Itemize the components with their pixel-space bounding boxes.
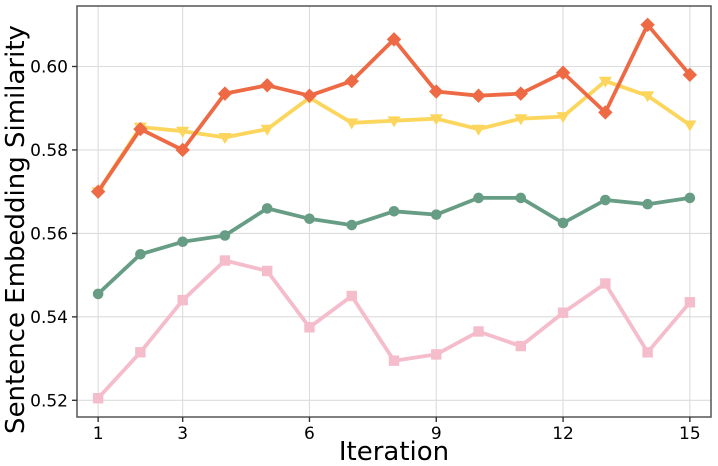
- x-tick-label: 6: [304, 424, 315, 444]
- pink-square-series-marker: [473, 326, 484, 337]
- orange-diamond-series-marker: [217, 86, 233, 101]
- pink-square-series-marker: [642, 347, 653, 358]
- orange-diamond-series-marker: [260, 78, 275, 93]
- green-circle-series-marker: [261, 203, 273, 214]
- y-tick-label: 0.56: [30, 224, 68, 244]
- orange-diamond-series-marker: [598, 105, 613, 120]
- x-tick-label: 12: [552, 424, 574, 444]
- pink-square-series-marker: [684, 297, 696, 308]
- green-circle-series-marker: [473, 192, 484, 204]
- green-circle-series-marker: [642, 198, 653, 210]
- orange-diamond-series-marker: [513, 86, 528, 101]
- orange-diamond-series: [90, 17, 698, 199]
- orange-diamond-series-marker: [386, 32, 402, 47]
- orange-diamond-series-marker: [555, 65, 571, 80]
- green-circle-series-marker: [388, 205, 400, 217]
- pink-square-series-marker: [92, 393, 104, 404]
- axis-ticks: 1 3 6 9 12 15 0.52 0.54 0.56 0.58 0.60: [30, 58, 701, 444]
- y-tick-label: 0.60: [30, 58, 68, 78]
- pink-square-series: [92, 255, 696, 404]
- orange-diamond-series-marker: [133, 121, 148, 137]
- orange-diamond-series-marker: [429, 84, 444, 99]
- plot-border: [76, 5, 712, 418]
- green-circle-series-marker: [684, 192, 696, 204]
- yellow-triangle-series-marker: [176, 126, 190, 138]
- y-tick-label: 0.52: [30, 391, 68, 411]
- orange-diamond-series-marker: [302, 88, 317, 103]
- orange-diamond-series-marker: [640, 17, 655, 32]
- pink-square-series-marker: [262, 265, 273, 277]
- green-circle-series-marker: [600, 194, 611, 206]
- orange-diamond-series-marker: [682, 67, 698, 83]
- pink-square-series-marker: [388, 355, 400, 366]
- green-circle-series-marker: [304, 213, 315, 225]
- green-circle-series-marker: [515, 192, 527, 204]
- pink-square-series-marker: [557, 307, 569, 318]
- pink-square-series-marker: [304, 322, 315, 333]
- pink-square-series-marker: [600, 278, 611, 289]
- yellow-triangle-series-marker: [598, 76, 612, 88]
- y-axis-label: Sentence Embedding Similarity: [1, 25, 31, 434]
- x-tick-label: 1: [93, 424, 104, 444]
- green-circle-series-marker: [177, 236, 188, 248]
- orange-diamond-series-marker: [471, 88, 486, 103]
- yellow-triangle-series-marker: [260, 124, 274, 136]
- yellow-triangle-series-marker: [218, 133, 232, 145]
- yellow-triangle-series-marker: [345, 118, 359, 130]
- pink-square-series-marker: [346, 290, 357, 302]
- x-tick-label: 15: [679, 424, 701, 444]
- yellow-triangle-series-marker: [556, 112, 570, 124]
- yellow-triangle-series-marker: [641, 91, 655, 103]
- y-tick-label: 0.54: [30, 308, 68, 328]
- green-circle-series-marker: [135, 248, 146, 260]
- yellow-triangle-series-line: [96, 79, 692, 194]
- y-tick-label: 0.58: [30, 141, 68, 161]
- green-circle-series-marker: [346, 219, 358, 231]
- pink-square-series-marker: [219, 255, 231, 266]
- x-tick-label: 3: [177, 424, 188, 444]
- green-circle-series-marker: [92, 288, 104, 300]
- orange-diamond-series-marker: [175, 142, 190, 158]
- x-axis-label: Iteration: [339, 437, 449, 466]
- orange-diamond-series-line: [96, 22, 692, 194]
- orange-diamond-series-marker: [90, 184, 106, 199]
- pink-square-series-marker: [135, 347, 146, 358]
- green-circle-series-marker: [557, 217, 569, 229]
- yellow-triangle-series-marker: [514, 114, 528, 126]
- pink-square-series-marker: [515, 340, 526, 352]
- orange-diamond-series-marker: [344, 73, 359, 89]
- pink-square-series-marker: [177, 294, 188, 306]
- pink-square-series-marker: [431, 349, 442, 360]
- x-tick-label: 9: [431, 424, 442, 444]
- yellow-triangle-series-marker: [471, 124, 486, 136]
- green-circle-series-marker: [219, 230, 231, 241]
- yellow-triangle-series-marker: [429, 114, 443, 126]
- yellow-triangle-series-marker: [683, 120, 697, 132]
- green-circle-series-marker: [430, 209, 442, 220]
- data-series-layer: [90, 17, 698, 404]
- green-circle-series: [92, 192, 696, 300]
- yellow-triangle-series-marker: [387, 116, 401, 128]
